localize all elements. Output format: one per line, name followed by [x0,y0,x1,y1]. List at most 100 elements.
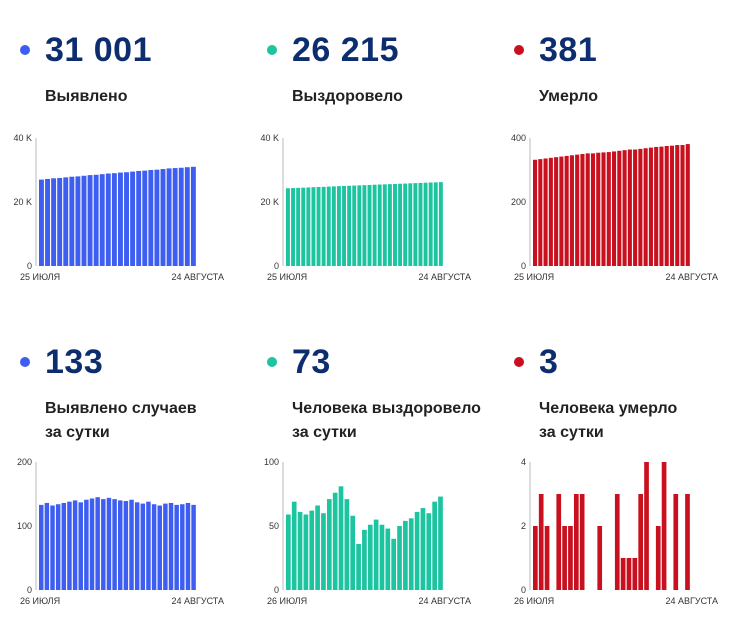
bullet-dot-icon [514,357,524,367]
x-end-label: 24 АВГУСТА [171,272,224,282]
bar [321,513,326,590]
bar [112,499,117,590]
bar [397,526,402,590]
bar [89,498,95,590]
bar [163,503,168,590]
y-tick-label: 400 [511,133,526,143]
bar [562,526,567,590]
y-tick-label: 100 [264,457,279,467]
bar [438,496,443,590]
bar [124,172,129,266]
y-tick-label: 200 [17,457,32,467]
bar [573,494,579,590]
bar [398,183,403,266]
bar [154,169,160,266]
bar [136,170,142,266]
bar [403,520,408,590]
bar [350,515,356,590]
bar [362,185,367,266]
bar [575,154,580,266]
bar [78,502,83,590]
bar [352,185,357,266]
stat-value: 73 [292,343,331,381]
bar [57,178,63,266]
bullet-dot-icon [267,357,277,367]
bar [664,146,669,266]
bar [168,502,174,590]
x-end-label: 24 АВГУСТА [171,596,224,606]
panel-deaths-daily: 3 Человека умерло за сутки 0 2 4 26 ИЮЛЯ 24 АВГ… [494,312,734,612]
bar [377,184,382,266]
bar [134,502,140,590]
bar [301,187,306,266]
y-tick-label: 200 [511,197,526,207]
bar [428,182,433,266]
bar [63,177,69,266]
bar [438,182,443,266]
bar [685,494,690,590]
x-start-label: 26 ИЮЛЯ [514,596,554,606]
bar [538,159,543,266]
bar [309,510,315,590]
x-start-label: 26 ИЮЛЯ [267,596,307,606]
bar [538,494,544,590]
bar [559,156,564,266]
bullet-dot-icon [514,45,524,55]
bar [367,524,373,590]
bar [533,526,538,590]
bar [544,526,550,590]
stat-label: за сутки [539,424,604,441]
y-tick-label: 40 K [13,133,32,143]
bar [556,494,562,590]
x-end-label: 24 АВГУСТА [418,272,471,282]
panel-recovered-daily: 73 Человека выздоровело за сутки 0 50 100 26 И… [247,312,487,612]
bar [51,178,57,266]
stat-label: Человека выздоровело [292,400,481,417]
stat-value: 133 [45,343,104,381]
bar [680,145,685,266]
bar [638,148,643,266]
bar [579,494,585,590]
bar [148,170,154,266]
bar [311,187,316,266]
y-tick-label: 0 [521,585,526,595]
bar [291,501,297,590]
bar [146,501,151,590]
bar [393,183,397,266]
bar [142,170,148,266]
bar [408,183,413,266]
bar [420,508,426,590]
y-tick-label: 0 [274,261,279,271]
bar [568,526,573,590]
bar [306,187,311,266]
bar [626,558,632,590]
bar [105,173,111,266]
bar [118,500,123,590]
bar [39,179,44,266]
bar [617,150,622,266]
bar [614,494,620,590]
stat-value: 31 001 [45,31,152,69]
bar [418,182,423,266]
bar [362,529,367,590]
bar [67,501,72,590]
bar [321,186,326,266]
bar [414,511,420,590]
bar [75,176,81,266]
bar [622,150,627,266]
bar [87,175,93,266]
bar [643,148,648,266]
bar [403,183,408,266]
bar [184,167,190,266]
bar [612,151,617,266]
bar [673,494,679,590]
bar [675,145,680,266]
bar [685,144,690,266]
bar [130,171,136,266]
bar [638,494,644,590]
bar-chart: 0 20 K 40 K 25 ИЮЛЯ 24 АВГУСТА [260,133,471,282]
bar [95,497,100,590]
stat-label: Умерло [539,88,598,105]
stat-value: 3 [539,343,559,381]
bar [423,182,428,266]
